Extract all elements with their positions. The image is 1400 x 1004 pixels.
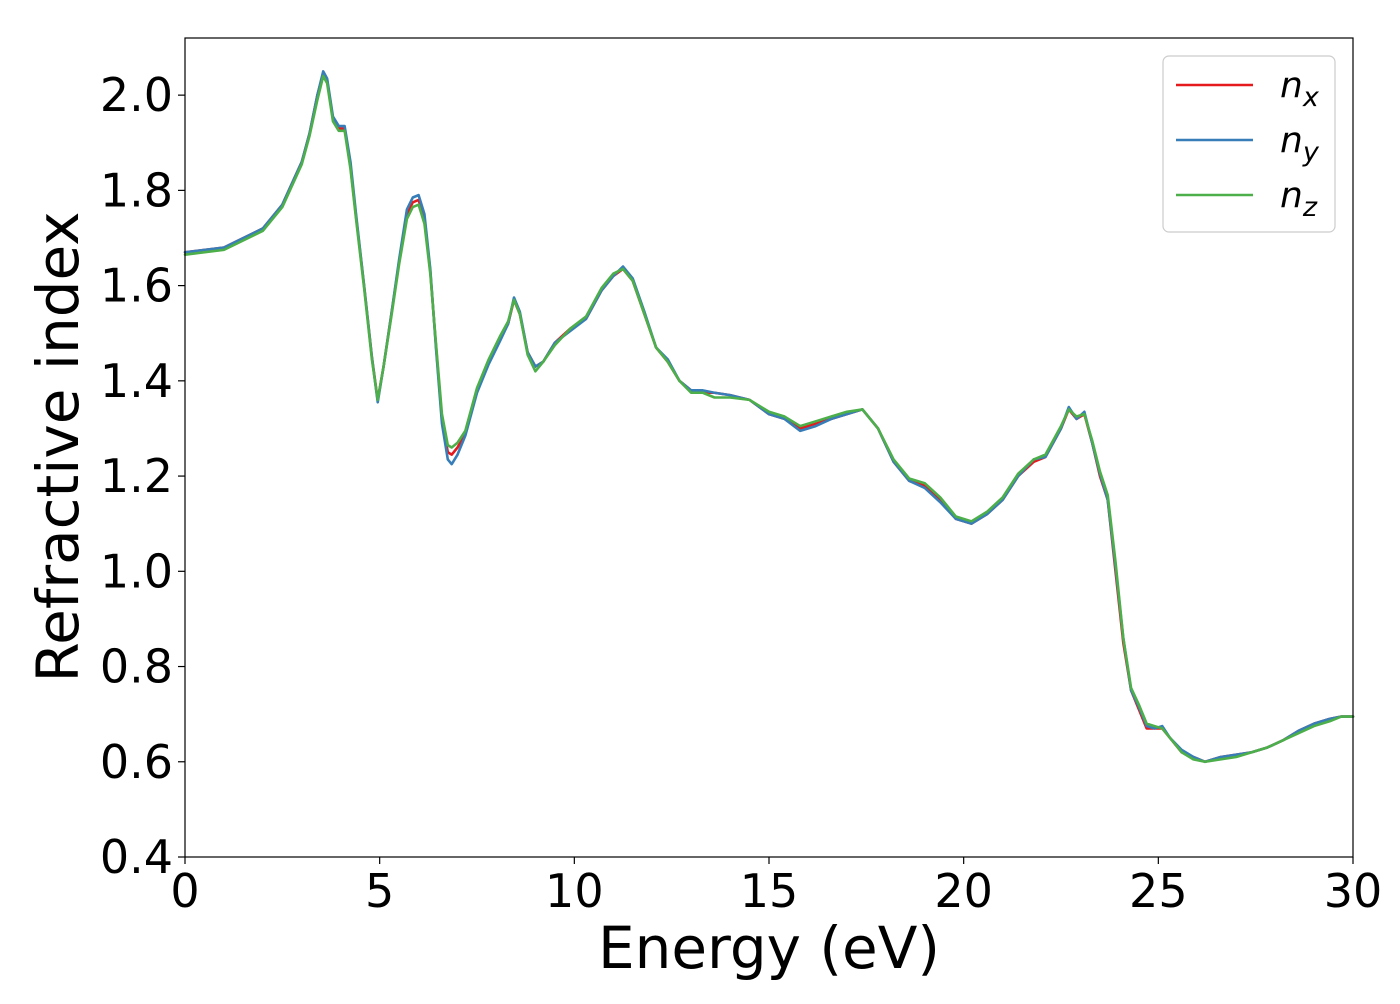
x-tick-label: 30 xyxy=(1324,864,1383,918)
x-tick-label: 5 xyxy=(365,864,394,918)
legend-items: nx ny nz xyxy=(1176,65,1320,223)
x-tick-label: 15 xyxy=(740,864,799,918)
series-layer xyxy=(183,70,1355,764)
y-tick-label: 0.8 xyxy=(100,640,173,694)
y-axis: 0.4 0.6 0.8 1.0 1.2 1.4 1.6 1.8 2.0 xyxy=(100,68,185,884)
y-tick-label: 1.2 xyxy=(100,449,173,503)
x-axis: 0 5 10 15 20 25 30 xyxy=(170,857,1382,918)
series-line-z xyxy=(183,74,1355,764)
legend: nx ny nz xyxy=(1162,55,1336,233)
legend-label-z: nz xyxy=(1280,175,1318,223)
x-axis-title: Energy (eV) xyxy=(598,914,940,982)
y-tick-label: 1.8 xyxy=(100,163,173,217)
legend-label-x: nx xyxy=(1280,65,1320,113)
y-tick-label: 1.6 xyxy=(100,259,173,313)
legend-box xyxy=(1162,55,1336,233)
y-tick-label: 1.4 xyxy=(100,354,173,408)
y-axis-title: Refractive index xyxy=(24,211,92,682)
x-tick-label: 20 xyxy=(934,864,993,918)
y-tick-label: 0.6 xyxy=(100,735,173,789)
y-tick-label: 1.0 xyxy=(100,544,173,598)
y-tick-label: 0.4 xyxy=(100,830,173,884)
y-tick-label: 2.0 xyxy=(100,68,173,122)
x-tick-label: 10 xyxy=(545,864,604,918)
x-tick-label: 25 xyxy=(1129,864,1188,918)
legend-label-y: ny xyxy=(1280,120,1320,168)
x-tick-label: 0 xyxy=(170,864,199,918)
